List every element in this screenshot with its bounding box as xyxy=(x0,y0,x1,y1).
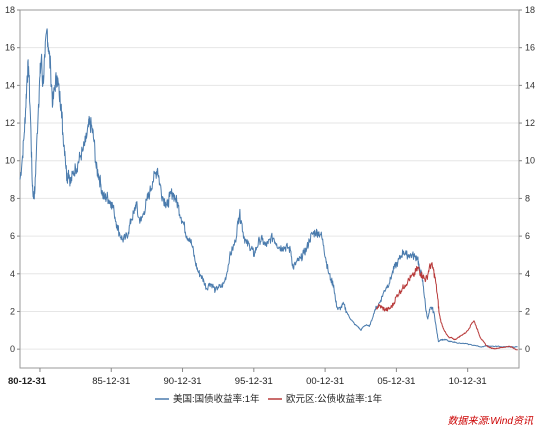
legend-label-1: 美国:国债收益率:1年 xyxy=(173,393,260,405)
y-tick-label-left: 14 xyxy=(5,80,15,90)
y-tick-label-left: 16 xyxy=(5,43,15,53)
y-tick-label-right: 0 xyxy=(525,344,530,354)
y-tick-label-right: 16 xyxy=(525,43,535,53)
y-tick-label-left: 18 xyxy=(5,5,15,15)
y-tick-label-left: 4 xyxy=(10,269,15,279)
y-tick-label-left: 2 xyxy=(10,306,15,316)
y-tick-label-left: 6 xyxy=(10,231,15,241)
y-tick-label-left: 12 xyxy=(5,118,15,128)
series-line-2 xyxy=(375,262,518,351)
x-tick-label: 90-12-31 xyxy=(164,376,202,387)
y-tick-label-left: 0 xyxy=(10,344,15,354)
y-tick-label-right: 4 xyxy=(525,269,530,279)
source-note: 数据来源:Wind资讯 xyxy=(448,415,534,427)
series-lines xyxy=(19,28,518,351)
y-tick-label-right: 14 xyxy=(525,80,535,90)
y-tick-label-right: 12 xyxy=(525,118,535,128)
y-tick-label-right: 8 xyxy=(525,193,530,203)
y-tick-label-left: 10 xyxy=(5,156,15,166)
legend: 美国:国债收益率:1年 欧元区:公债收益率:1年 xyxy=(155,393,383,405)
y-tick-label-left: 8 xyxy=(10,193,15,203)
y-tick-label-right: 18 xyxy=(525,5,535,15)
x-tick-label: 05-12-31 xyxy=(377,376,415,387)
x-tick-label: 85-12-31 xyxy=(92,376,130,387)
x-tick-label: 80-12-31 xyxy=(8,376,47,387)
x-tick-label: 10-12-31 xyxy=(449,376,487,387)
axes: 0 0 2 2 4 4 6 6 8 8 10 10 12 12 14 14 16 16 18 18 80-12-31 85… xyxy=(5,5,535,387)
x-tick-label: 00-12-31 xyxy=(306,376,344,387)
plot-frame xyxy=(19,9,520,369)
y-tick-label-right: 6 xyxy=(525,231,530,241)
y-tick-label-right: 10 xyxy=(525,156,535,166)
legend-label-2: 欧元区:公债收益率:1年 xyxy=(286,393,383,405)
series-line-1 xyxy=(19,28,518,348)
x-tick-label: 95-12-31 xyxy=(235,376,273,387)
y-tick-label-right: 2 xyxy=(525,306,530,316)
